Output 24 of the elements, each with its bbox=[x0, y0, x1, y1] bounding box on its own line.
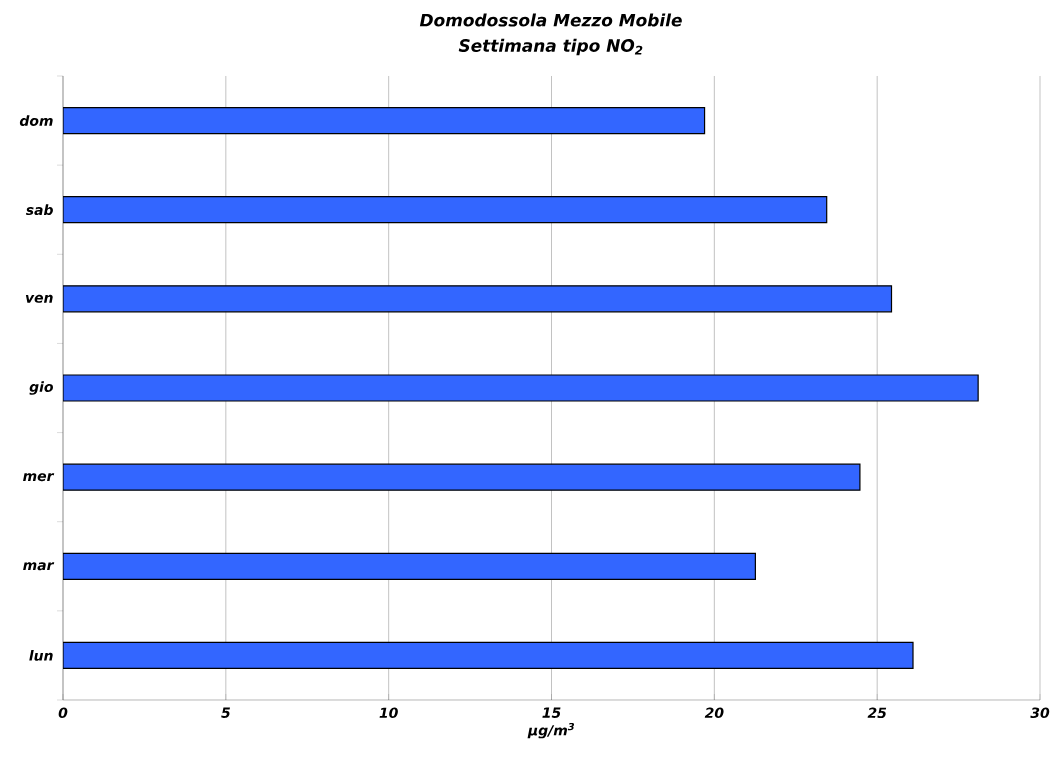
y-tick-label: mar bbox=[23, 562, 55, 571]
bar bbox=[63, 463, 861, 491]
y-tick-label: gio bbox=[29, 381, 53, 395]
y-tick-label: lun bbox=[29, 650, 53, 661]
bar bbox=[63, 106, 706, 135]
y-tick-label: mer bbox=[23, 473, 55, 482]
x-axis-title: µg/m$^{3}$ bbox=[527, 722, 575, 739]
x-tick-label: 0 bbox=[58, 707, 68, 719]
y-tick-label: sab bbox=[25, 204, 53, 216]
y-tick-label: dom bbox=[19, 115, 53, 126]
x-tick-label: 25 bbox=[867, 707, 887, 719]
chart-title: Domodossola Mezzo Mobile bbox=[419, 13, 682, 27]
bar bbox=[63, 374, 979, 402]
x-tick-label: 10 bbox=[379, 707, 398, 719]
x-tick-label: 15 bbox=[542, 707, 561, 718]
bar bbox=[63, 196, 828, 224]
x-tick-label: 20 bbox=[704, 707, 724, 719]
bar bbox=[63, 285, 893, 313]
y-tick-label: ven bbox=[25, 294, 53, 303]
chart-subtitle: Settimana tipo NO$_{2}$ bbox=[458, 38, 643, 56]
x-tick-label: 5 bbox=[221, 707, 230, 718]
bar bbox=[63, 552, 756, 580]
bar bbox=[63, 641, 914, 670]
x-tick-label: 30 bbox=[1030, 707, 1050, 719]
